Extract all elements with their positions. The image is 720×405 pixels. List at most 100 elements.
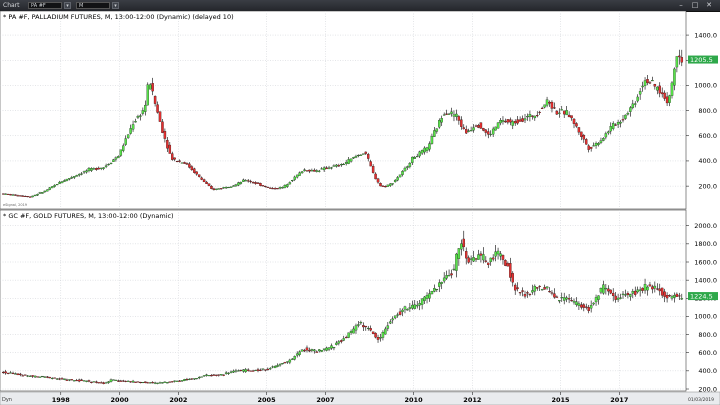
gold-candle-body (359, 322, 363, 324)
palladium-candle-body (175, 160, 179, 163)
palladium-candle-body (442, 114, 446, 116)
gold-candle-body (144, 381, 147, 384)
gold-candle-body (229, 371, 233, 373)
gold-candle-body (153, 382, 157, 384)
palladium-candle-body (423, 147, 426, 153)
gold-candle-body (19, 373, 22, 376)
gold-candle-body (21, 375, 25, 377)
palladium-candle-body (146, 84, 149, 106)
symbol-dropdown-icon[interactable]: ▾ (64, 2, 71, 9)
maximize-icon[interactable]: □ (691, 1, 699, 9)
palladium-pane[interactable]: * PA #F, PALLADIUM FUTURES, M, 13:00-12:… (0, 11, 718, 210)
gold-candle-body (450, 273, 453, 276)
gold-candle-body (180, 380, 184, 382)
gold-candle-body (501, 255, 505, 260)
palladium-candle-body (509, 119, 512, 123)
gold-candle-body (560, 297, 563, 299)
palladium-candle-body (560, 109, 563, 111)
gold-y-tick-label: 1400.0 (694, 276, 717, 284)
palladium-candle-body (55, 184, 59, 186)
gold-candle-body (190, 378, 194, 380)
palladium-candle-body (614, 124, 617, 126)
gold-candle-body (246, 369, 250, 371)
symbol-input[interactable]: PA #F (28, 2, 62, 9)
gold-candle-body (389, 321, 392, 324)
palladium-candle-body (246, 180, 250, 182)
palladium-candle-body (460, 119, 463, 127)
gold-candle-body (136, 381, 140, 383)
gold-candle-body (95, 381, 98, 383)
gold-candle-body (126, 380, 130, 382)
gold-candle-body (286, 361, 289, 363)
palladium-candle-body (185, 163, 189, 165)
palladium-candle-body (504, 121, 507, 123)
gold-candle-body (562, 297, 566, 301)
chart-area[interactable]: * PA #F, PALLADIUM FUTURES, M, 13:00-12:… (0, 11, 720, 405)
gold-candle-body (624, 294, 627, 296)
gold-candle-body (589, 305, 593, 309)
gold-candle-body (585, 306, 588, 308)
palladium-candle-body (472, 127, 475, 131)
interval-input[interactable]: M (76, 2, 110, 9)
gold-candle-body (577, 303, 581, 306)
palladium-y-tick-label: 600.0 (698, 132, 717, 140)
gold-candle-body (193, 378, 196, 380)
gold-candle-body (496, 250, 500, 255)
palladium-candle-body (575, 123, 578, 127)
gold-candle-body (386, 325, 390, 329)
palladium-candle-body (327, 167, 331, 169)
gold-candle-body (327, 347, 331, 350)
gold-candle-body (484, 260, 488, 262)
minimize-icon[interactable]: – (679, 1, 683, 9)
palladium-candle-body (161, 121, 164, 133)
palladium-candle-body (53, 184, 56, 187)
gold-candle-body (354, 325, 358, 331)
gold-candle-body (391, 318, 394, 321)
gold-candle-body (313, 349, 316, 352)
gold-candle-body (4, 371, 7, 374)
gold-candle-body (665, 295, 669, 299)
gold-candle-body (460, 243, 463, 250)
gold-candle-body (158, 382, 162, 384)
gold-candle-body (281, 363, 284, 365)
palladium-candle-body (237, 182, 240, 186)
gold-y-tick-label: 800.0 (698, 331, 717, 339)
gold-candle-body (1, 371, 5, 374)
palladium-candle-body (597, 143, 600, 145)
gold-candle-body (423, 296, 426, 301)
gold-candle-body (232, 370, 235, 373)
gold-candle-body (396, 314, 399, 316)
gold-candle-body (587, 307, 590, 312)
palladium-candle-body (276, 188, 279, 190)
gold-candle-body (376, 337, 380, 340)
gold-candle-body (70, 379, 74, 381)
gold-candle-body (516, 287, 519, 289)
palladium-candle-body (511, 121, 514, 126)
x-tick-label: 2012 (463, 396, 481, 404)
palladium-candle-body (126, 134, 130, 139)
palladium-candle-body (28, 196, 32, 198)
palladium-candle-body (340, 164, 343, 166)
palladium-candle-body (227, 186, 230, 189)
palladium-candle-body (286, 184, 289, 187)
close-icon[interactable]: ✕ (706, 1, 712, 9)
gold-candle-body (273, 366, 277, 369)
palladium-candle-body (450, 111, 453, 114)
palladium-candle-body (538, 111, 541, 113)
gold-candle-body (567, 298, 571, 300)
interval-dropdown-icon[interactable]: ▾ (112, 2, 119, 9)
gold-pane[interactable]: * GC #F, GOLD FUTURES, M, 13:00-12:00 (D… (0, 209, 718, 393)
palladium-candle-body (567, 114, 571, 118)
gold-candle-body (239, 369, 243, 371)
palladium-candle-body (87, 168, 91, 171)
gold-candle-body (82, 380, 86, 382)
palladium-candle-body (484, 129, 488, 133)
gold-candle-body (592, 302, 595, 305)
gold-y-tick-label: 1000.0 (694, 313, 717, 321)
gold-candle-body (278, 364, 282, 366)
palladium-candle-body (148, 84, 152, 90)
gold-candle-body (295, 353, 299, 356)
gold-candle-body (455, 253, 458, 271)
palladium-candle-body (489, 133, 492, 135)
palladium-candle-body (242, 179, 245, 182)
